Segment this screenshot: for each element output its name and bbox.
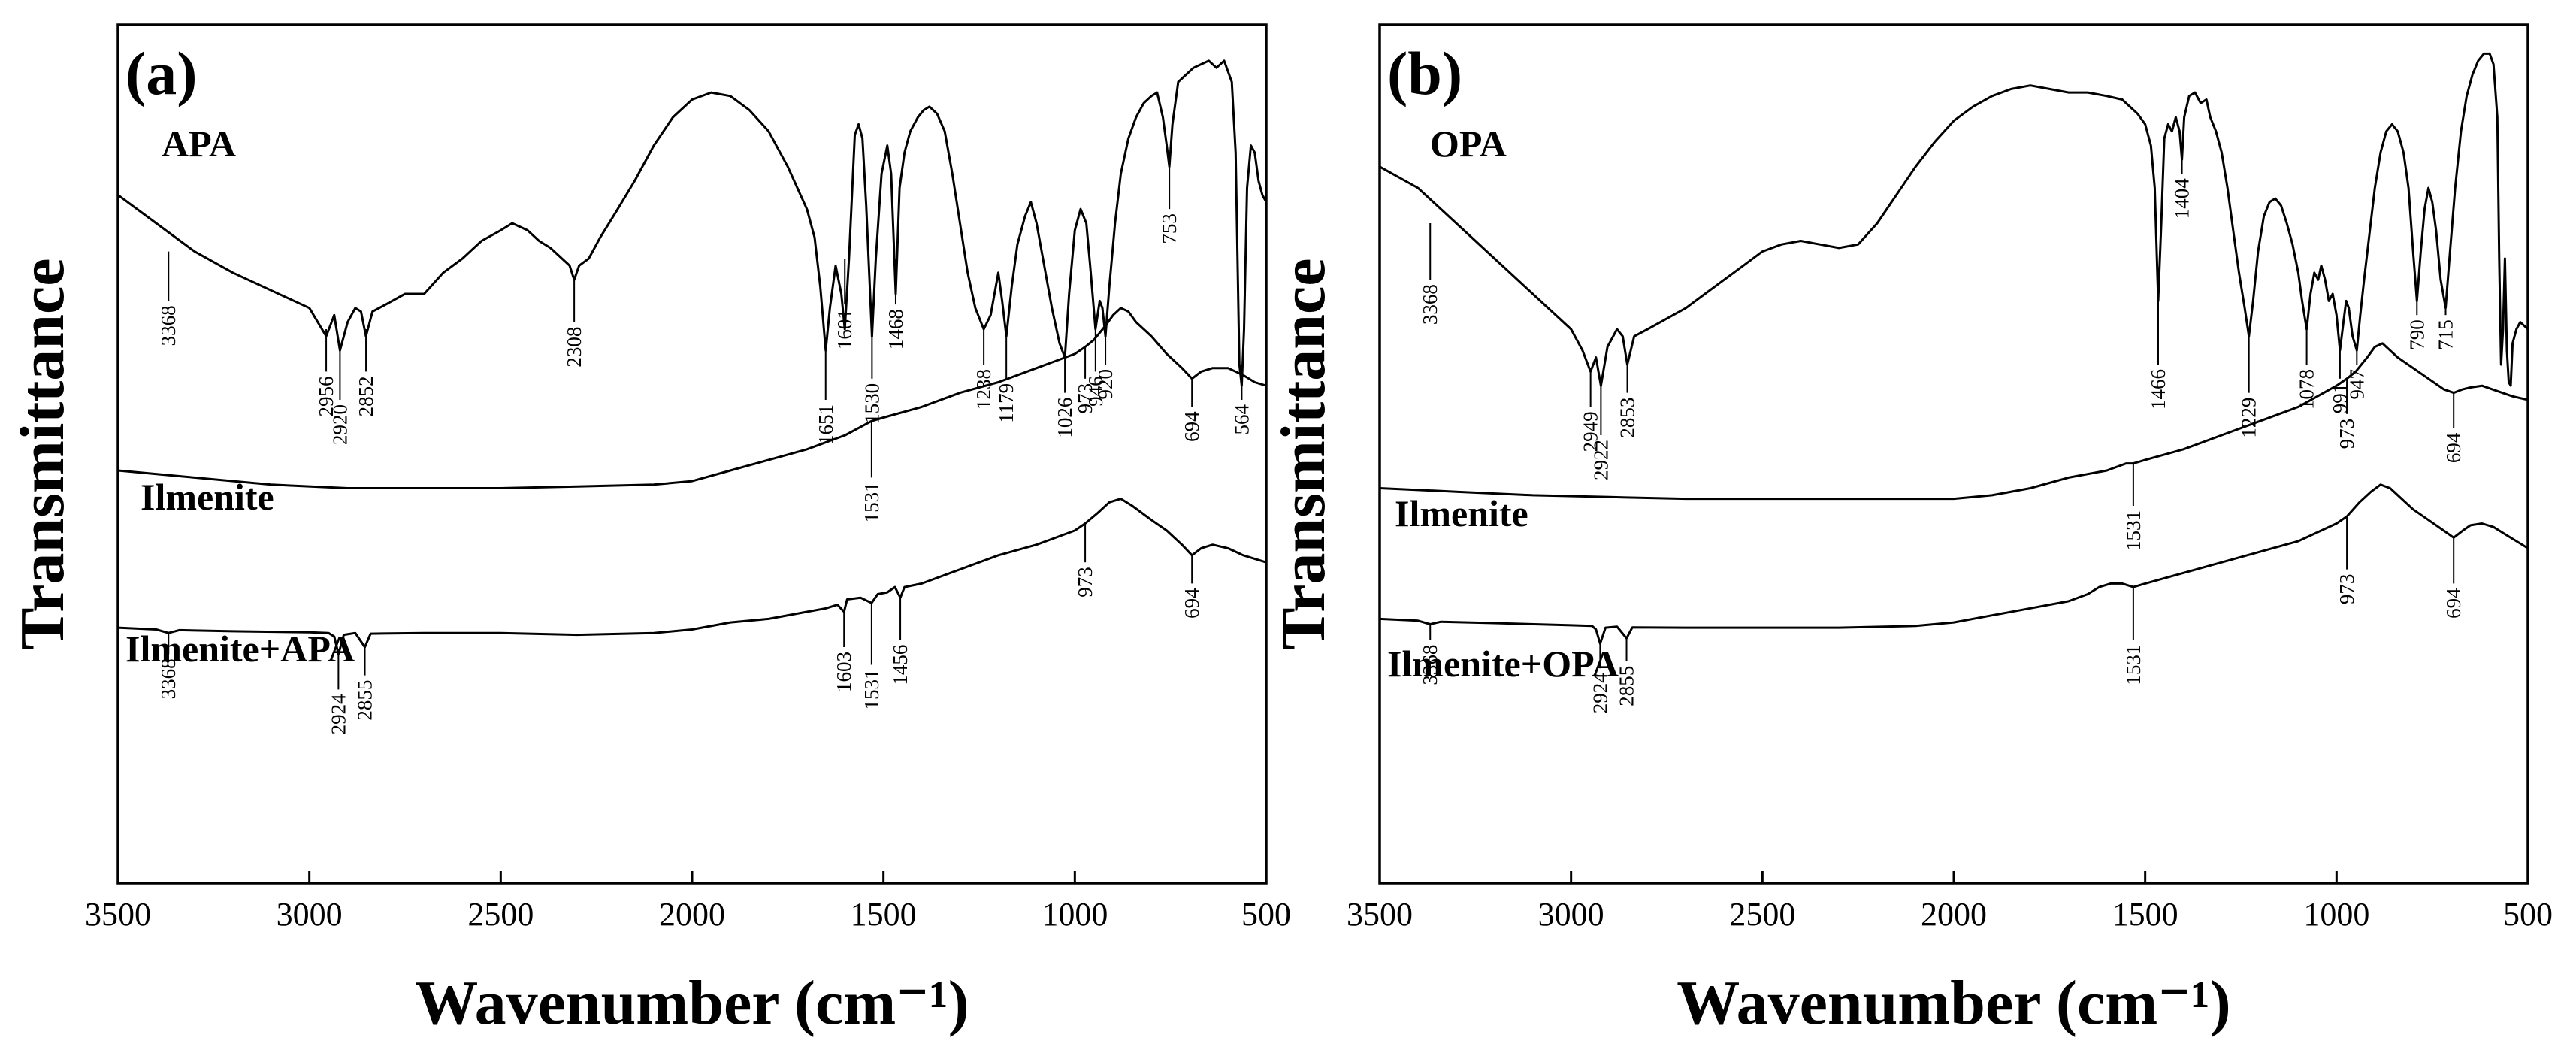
panel-a-peak-label-apa-2852: 2852 — [355, 376, 377, 416]
panel-a-peak-label-ilmenite-694: 694 — [1181, 411, 1203, 442]
panel-a-peak-label-ilmenite-apa-694: 694 — [1181, 588, 1203, 619]
panel-a: (a) Transmittance Wavenumber (cm⁻¹) 3500… — [8, 23, 1291, 1038]
panel-a-frame — [116, 23, 1268, 885]
panel-b-peak-label-opa-1466: 1466 — [2147, 369, 2169, 410]
panel-b-x-ticks: 3500 3000 2500 2000 1500 1000 500 — [1347, 871, 2553, 933]
panel-a-series-labels: APA Ilmenite Ilmenite+APA — [125, 123, 355, 670]
panel-b-x-tick-label-500: 500 — [2503, 896, 2553, 933]
panel-a-x-tick-label-3000: 3000 — [277, 896, 343, 933]
panel-b-peak-label-opa-1229: 1229 — [2238, 398, 2260, 438]
panel-b-peak-label-opa-1078: 1078 — [2296, 369, 2318, 410]
panel-b-x-tick-label-3500: 3500 — [1347, 896, 1413, 933]
panel-b-peak-label-opa-790: 790 — [2405, 319, 2428, 350]
panel-a-x-tick-label-1500: 1500 — [851, 896, 917, 933]
panel-b-series-label-ilmenite: Ilmenite — [1395, 492, 1528, 534]
panel-a-peak-label-apa-2308: 2308 — [563, 327, 585, 368]
panel-a-peak-label-apa-564: 564 — [1230, 404, 1253, 434]
panel-a-peak-label-ilmenite-apa-973: 973 — [1074, 567, 1096, 598]
panel-b-peak-label-ilmenite-694: 694 — [2442, 432, 2465, 463]
panel-a-peak-label-ilmenite-apa-3368: 3368 — [157, 658, 180, 699]
panel-a-x-ticks: 3500 3000 2500 2000 1500 1000 500 — [85, 871, 1291, 933]
panel-a-peak-label-ilmenite-apa-2924: 2924 — [327, 694, 349, 735]
panel-a-curve-ilmenite-apa — [117, 498, 1267, 655]
panel-a-peak-label-ilmenite-apa-1531: 1531 — [860, 670, 883, 710]
panel-b-peak-label-ilmenite-opa-2924: 2924 — [1589, 673, 1611, 714]
panel-a-peak-label-apa-2956: 2956 — [315, 376, 337, 416]
panel-b-peak-label-ilmenite-opa-2855: 2855 — [1616, 666, 1638, 706]
panel-a-peak-label-ilmenite-apa-1603: 1603 — [833, 652, 855, 692]
panel-b-x-tick-label-2500: 2500 — [1729, 896, 1795, 933]
panel-b-peak-label-ilmenite-opa-973: 973 — [2336, 574, 2358, 605]
panel-a-peak-label-apa-753: 753 — [1158, 213, 1181, 244]
panel-a-series-label-apa: APA — [162, 123, 236, 165]
panel-a-peak-label-apa-1468: 1468 — [884, 309, 907, 349]
panel-b-curve-opa — [1379, 52, 2529, 387]
panel-a-peak-label-apa-1238: 1238 — [972, 369, 995, 410]
panel-a-peak-label-apa-1179: 1179 — [995, 383, 1017, 423]
panel-b-peak-label-opa-2922: 2922 — [1589, 440, 1612, 480]
panel-a-peak-label-apa-920: 920 — [1094, 369, 1117, 400]
panel-b-peak-label-ilmenite-973: 973 — [2336, 419, 2358, 449]
panel-a-y-axis-title: Transmittance — [8, 258, 77, 649]
panel-a-x-tick-label-1000: 1000 — [1042, 896, 1108, 933]
panel-b-series — [1379, 52, 2529, 645]
panel-a-peak-label-ilmenite-apa-1456: 1456 — [889, 645, 912, 685]
panel-b-peak-label-ilmenite-opa-3368: 3368 — [1419, 645, 1441, 685]
panel-a-peak-label-apa-1651: 1651 — [815, 404, 837, 445]
panel-b-y-axis-title: Transmittance — [1268, 258, 1338, 649]
panel-a-peak-label-apa-1601: 1601 — [833, 309, 856, 349]
panel-b-x-tick-label-1500: 1500 — [2112, 896, 2178, 933]
panel-b-label: (b) — [1387, 39, 1462, 107]
panel-a-curve-apa — [117, 59, 1268, 387]
panel-a-label: (a) — [125, 39, 198, 107]
panel-a-peak-label-apa-3368: 3368 — [157, 305, 180, 346]
panel-a-x-tick-label-500: 500 — [1241, 896, 1291, 933]
panel-b-series-labels: OPA Ilmenite Ilmenite+OPA — [1387, 123, 1619, 685]
panel-b-x-tick-label-1000: 1000 — [2303, 896, 2369, 933]
panel-b-peak-label-opa-2949: 2949 — [1580, 411, 1602, 452]
panel-a-series — [117, 59, 1268, 655]
panel-a-series-label-ilmenite: Ilmenite — [141, 476, 274, 518]
panel-b-x-axis-title: Wavenumber (cm⁻¹) — [1677, 968, 2231, 1038]
panel-a-peak-label-apa-1026: 1026 — [1054, 398, 1076, 438]
panel-b-peak-label-opa-2853: 2853 — [1616, 398, 1639, 438]
panel-a-x-tick-label-2000: 2000 — [659, 896, 725, 933]
panel-a-x-tick-label-2500: 2500 — [467, 896, 534, 933]
panel-a-peak-label-ilmenite-apa-2855: 2855 — [354, 680, 376, 721]
panel-b-peak-label-opa-1404: 1404 — [2171, 178, 2194, 219]
panel-a-series-label-ilmenite-apa: Ilmenite+APA — [125, 628, 355, 670]
panel-b-peak-label-opa-947: 947 — [2345, 369, 2368, 400]
panel-a-peak-label-apa-2920: 2920 — [328, 404, 351, 445]
panel-b-curve-ilmenite — [1379, 342, 2529, 501]
panel-a-peak-label-apa-1530: 1530 — [860, 383, 883, 424]
panel-a-peak-label-ilmenite-1531: 1531 — [860, 482, 883, 522]
panel-a-x-axis-title: Wavenumber (cm⁻¹) — [415, 968, 969, 1038]
panel-a-x-tick-label-3500: 3500 — [85, 896, 151, 933]
panel-b-series-label-ilmenite-opa: Ilmenite+OPA — [1387, 643, 1619, 685]
panel-b: (b) Transmittance Wavenumber (cm⁻¹) 3500… — [1268, 23, 2553, 1038]
panel-b-x-tick-label-3000: 3000 — [1538, 896, 1604, 933]
panel-b-peak-label-opa-715: 715 — [2435, 319, 2457, 350]
panel-b-series-label-opa: OPA — [1430, 123, 1507, 165]
panel-b-peak-label-ilmenite-opa-694: 694 — [2442, 588, 2465, 619]
panel-a-peak-label-ilmenite-973: 973 — [1074, 383, 1096, 414]
panel-b-peak-label-ilmenite-opa-1531: 1531 — [2122, 645, 2145, 685]
panel-b-peak-label-ilmenite-1531: 1531 — [2122, 510, 2145, 551]
panel-a-peak-label-apa-946: 946 — [1084, 376, 1107, 407]
panel-b-curve-ilmenite-opa — [1379, 483, 2529, 645]
panel-b-x-tick-label-2000: 2000 — [1921, 896, 1987, 933]
panel-b-peak-label-opa-3368: 3368 — [1419, 284, 1441, 325]
panel-b-frame — [1378, 23, 2529, 885]
